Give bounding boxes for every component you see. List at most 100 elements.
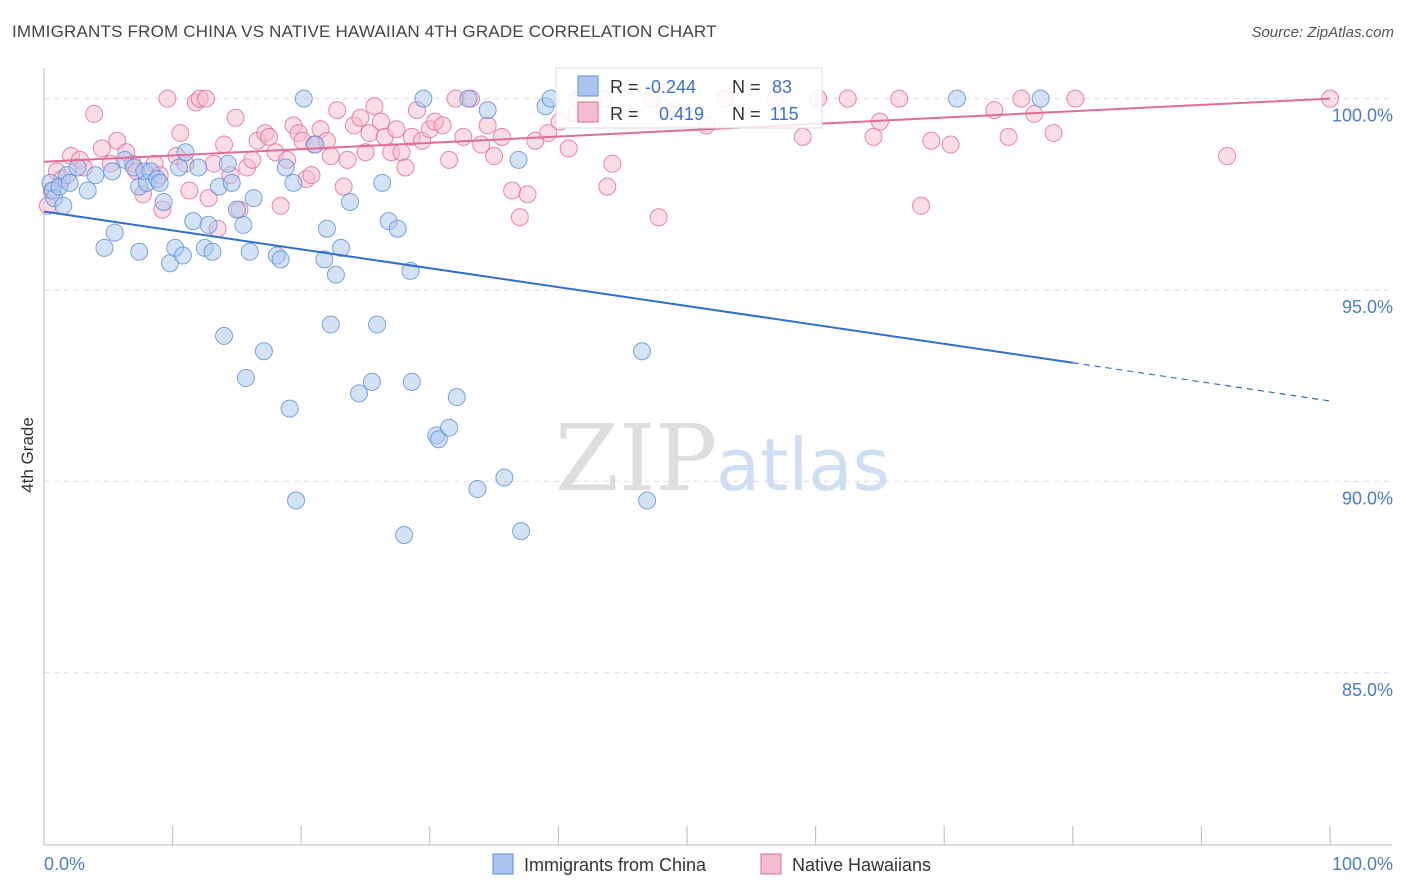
data-point xyxy=(459,89,478,108)
legend-swatch-immigrants-from-china xyxy=(492,853,514,875)
stats-n-value-1: 83 xyxy=(772,77,792,97)
legend-swatch-native-hawaiians xyxy=(760,853,782,875)
stats-n-value-2: 115 xyxy=(770,104,799,124)
y-tick-label: 100.0% xyxy=(1332,106,1393,126)
data-point xyxy=(793,127,812,146)
data-point xyxy=(388,219,407,238)
y-tick-label: 90.0% xyxy=(1342,488,1393,508)
data-point xyxy=(999,127,1018,146)
data-point xyxy=(321,315,340,334)
data-point xyxy=(280,399,299,418)
data-point xyxy=(603,154,622,173)
y-tick-label: 85.0% xyxy=(1342,680,1393,700)
data-point xyxy=(1044,124,1063,143)
data-point xyxy=(171,124,190,143)
data-point xyxy=(509,150,528,169)
data-point xyxy=(338,150,357,169)
data-point xyxy=(284,173,303,192)
data-point xyxy=(495,468,514,487)
data-point xyxy=(402,372,421,391)
data-point xyxy=(912,196,931,215)
data-point xyxy=(478,101,497,120)
data-point xyxy=(478,116,497,135)
y-tick-label: 95.0% xyxy=(1342,297,1393,317)
data-point xyxy=(485,147,504,166)
data-point xyxy=(315,250,334,269)
data-point xyxy=(236,369,255,388)
data-point xyxy=(373,173,392,192)
data-point xyxy=(649,208,668,227)
data-point xyxy=(414,89,433,108)
watermark: ZIP atlas xyxy=(555,405,890,512)
data-point xyxy=(948,89,967,108)
series-immigrants-from-china xyxy=(41,89,1050,544)
data-point xyxy=(638,491,657,510)
data-point xyxy=(350,384,369,403)
data-point xyxy=(512,522,531,541)
data-point xyxy=(103,162,122,181)
data-point xyxy=(328,101,347,120)
data-point xyxy=(215,326,234,345)
data-point xyxy=(341,192,360,211)
data-point xyxy=(396,158,415,177)
data-point xyxy=(92,139,111,158)
grid-lines xyxy=(44,98,1392,674)
data-point xyxy=(85,104,104,123)
data-point xyxy=(559,139,578,158)
legend-label-native-hawaiians: Native Hawaiians xyxy=(792,855,931,875)
x-tick-label: 100.0% xyxy=(1332,854,1393,874)
data-point xyxy=(184,212,203,231)
stats-box: R = -0.244 N = 83 R = 0.419 N = 115 xyxy=(555,67,823,129)
data-point xyxy=(1031,89,1050,108)
data-point xyxy=(447,388,466,407)
data-point xyxy=(632,342,651,361)
data-point xyxy=(170,158,189,177)
data-point xyxy=(222,173,241,192)
stats-swatch-blue xyxy=(577,75,599,97)
data-point xyxy=(78,181,97,200)
x-tick-labels: 0.0% 100.0% xyxy=(44,854,1393,874)
y-tick-labels: 85.0% 90.0% 95.0% 100.0% xyxy=(1332,106,1393,700)
watermark-atlas: atlas xyxy=(716,423,890,507)
source-label: Source: ZipAtlas.com xyxy=(1251,24,1394,41)
data-point xyxy=(226,108,245,127)
data-point xyxy=(68,158,87,177)
data-point xyxy=(95,238,114,257)
data-point xyxy=(1066,89,1085,108)
data-point xyxy=(240,242,259,261)
trend-lines xyxy=(43,97,1331,402)
data-point xyxy=(150,173,169,192)
data-point xyxy=(356,143,375,162)
data-point xyxy=(86,166,105,185)
data-point xyxy=(173,246,192,265)
data-point xyxy=(492,127,511,146)
data-point xyxy=(368,315,387,334)
data-point xyxy=(468,480,487,499)
stats-n-label-1: N = xyxy=(732,77,761,97)
data-point xyxy=(244,189,263,208)
trend-line-native-hawaiians xyxy=(43,97,1331,163)
stats-r-value-2: 0.419 xyxy=(659,104,704,124)
data-point xyxy=(387,120,406,139)
data-point xyxy=(941,135,960,154)
data-point xyxy=(306,135,325,154)
trend-line-extension xyxy=(1072,362,1331,402)
data-point xyxy=(1012,89,1031,108)
data-point xyxy=(294,89,313,108)
data-point xyxy=(215,135,234,154)
data-point xyxy=(271,250,290,269)
data-point xyxy=(922,131,941,150)
data-point xyxy=(197,89,216,108)
legend-label-immigrants-from-china: Immigrants from China xyxy=(524,855,707,875)
stats-r-label-1: R = xyxy=(610,77,639,97)
data-point xyxy=(598,177,617,196)
data-point xyxy=(440,418,459,437)
watermark-zip: ZIP xyxy=(555,405,717,512)
data-point xyxy=(440,150,459,169)
stats-n-label-2: N = xyxy=(732,104,761,124)
data-point xyxy=(332,238,351,257)
data-point xyxy=(362,372,381,391)
stats-swatch-pink xyxy=(577,101,599,123)
data-point xyxy=(243,150,262,169)
